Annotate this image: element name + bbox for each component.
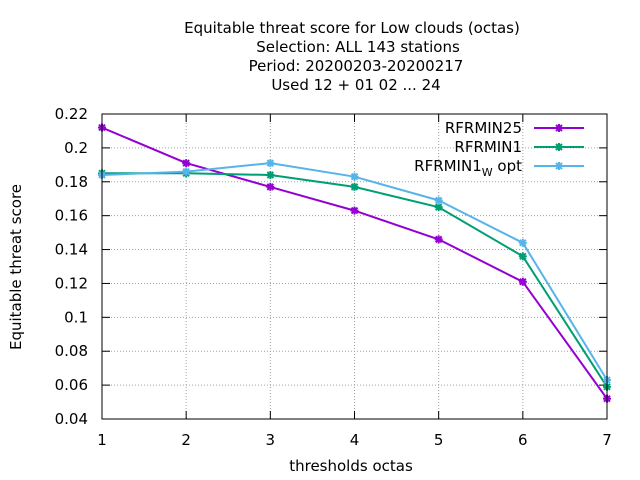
title-line-2: Selection: ALL 143 stations xyxy=(256,38,460,56)
series-2-point xyxy=(434,203,443,212)
series-2-point xyxy=(518,252,527,261)
series-1-point xyxy=(182,159,191,168)
axis-ticks: 0.04 0.06 0.08 0.1 0.12 0.14 0.16 0.18 0.2 0.22 1 2… xyxy=(55,105,612,449)
x-tick-label: 4 xyxy=(350,431,360,449)
x-tick-label: 6 xyxy=(518,431,528,449)
title-line-4: Used 12 + 01 02 ... 24 xyxy=(271,76,440,94)
legend-label-2: RFRMIN1 xyxy=(454,138,522,156)
series-1-point xyxy=(350,206,359,215)
x-tick-label: 2 xyxy=(181,431,191,449)
y-tick-label: 0.16 xyxy=(55,207,88,225)
series-3-point xyxy=(266,159,275,168)
y-tick-label: 0.2 xyxy=(64,139,88,157)
chart-title: Equitable threat score for Low clouds (o… xyxy=(184,19,520,94)
series-1-point xyxy=(266,182,275,191)
legend-label-1: RFRMIN25 xyxy=(445,119,522,137)
title-line-3: Period: 20200203-20200217 xyxy=(249,57,464,75)
legend-marker-2 xyxy=(555,143,563,151)
series-1-point xyxy=(518,277,527,286)
x-tick-label: 5 xyxy=(434,431,444,449)
y-tick-label: 0.06 xyxy=(55,376,88,394)
x-tick-label: 3 xyxy=(266,431,276,449)
x-tick-label: 1 xyxy=(97,431,107,449)
legend-marker-1 xyxy=(555,124,563,132)
series-1-point xyxy=(434,235,443,244)
series-2-point xyxy=(350,182,359,191)
series-3-point xyxy=(350,172,359,181)
y-tick-label: 0.12 xyxy=(55,274,88,292)
series-3-point xyxy=(182,167,191,176)
grid xyxy=(102,114,607,419)
x-tick-label: 7 xyxy=(602,431,612,449)
series-2-point xyxy=(266,171,275,179)
title-line-1: Equitable threat score for Low clouds (o… xyxy=(184,19,520,37)
series-3-point xyxy=(518,238,527,247)
y-tick-label: 0.04 xyxy=(55,410,88,428)
x-axis-label: thresholds octas xyxy=(289,457,413,475)
y-tick-label: 0.18 xyxy=(55,173,88,191)
legend-marker-3 xyxy=(555,162,563,170)
y-tick-label: 0.1 xyxy=(64,308,88,326)
plot-frame xyxy=(101,113,608,420)
legend-label-3: RFRMIN1W opt xyxy=(414,157,522,179)
series-3-point xyxy=(434,196,443,205)
y-tick-label: 0.22 xyxy=(55,105,88,123)
y-tick-label: 0.08 xyxy=(55,342,88,360)
y-tick-label: 0.14 xyxy=(55,241,88,259)
y-axis-label: Equitable threat score xyxy=(7,184,25,350)
